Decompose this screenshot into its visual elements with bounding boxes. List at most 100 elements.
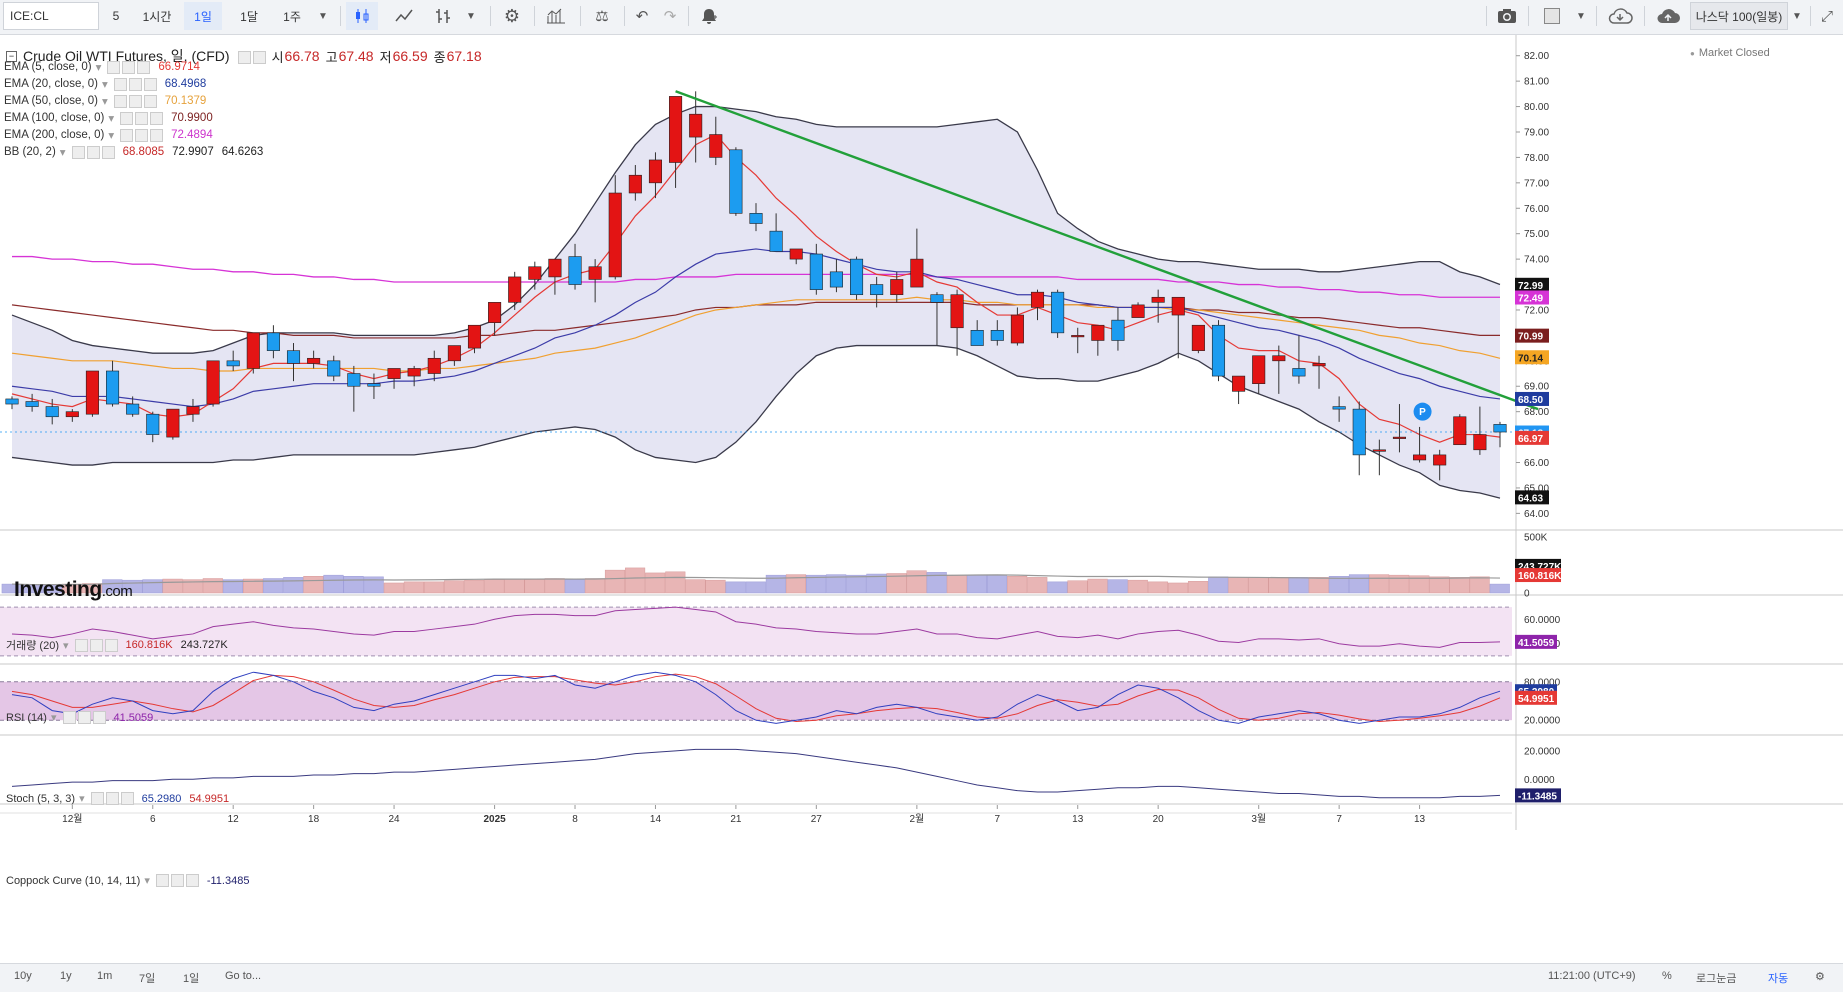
indicators-button[interactable]	[540, 2, 572, 30]
indicator-settings-icons[interactable]	[70, 145, 115, 159]
interval-input[interactable]: 5	[104, 2, 128, 30]
volume-bar	[242, 578, 264, 594]
pane-value: 41.5059	[113, 711, 154, 724]
pane-settings-icons[interactable]	[89, 792, 134, 805]
volume-bar	[946, 574, 967, 594]
line-style-button[interactable]	[388, 2, 420, 30]
goto-button[interactable]: Go to...	[225, 970, 262, 982]
open-label: 시	[271, 49, 284, 65]
candle-body	[327, 360, 341, 377]
price-tick-label: 66.00	[1524, 458, 1549, 469]
volume-bar	[464, 579, 485, 594]
range-1y-button[interactable]: 1y	[60, 970, 72, 982]
interval-dropdown-button[interactable]: ▼	[312, 2, 334, 30]
indicator-settings-icons[interactable]	[118, 111, 164, 125]
volume-bar	[926, 572, 947, 594]
collapse-icon[interactable]: −	[6, 50, 17, 62]
interval-1h-button[interactable]: 1시간	[134, 2, 180, 30]
toolbar-divider	[580, 6, 581, 26]
candle-body	[1332, 406, 1346, 410]
price-tick-label: 80.00	[1524, 102, 1549, 113]
indicator-legend-row[interactable]: EMA (100, close, 0) ▾ 70.9900	[4, 111, 213, 125]
range-1m-button[interactable]: 1m	[97, 970, 113, 982]
chevron-down-icon[interactable]: ▾	[62, 639, 69, 652]
pane-settings-icons[interactable]	[61, 711, 106, 724]
volume-bar	[82, 583, 103, 594]
chevron-down-icon[interactable]: ▾	[144, 875, 150, 887]
indicator-legend-row[interactable]: EMA (200, close, 0) ▾ 72.4894	[4, 128, 213, 142]
coppock-pane-legend[interactable]: Coppock Curve (10, 14, 11) ▾ -11.3485	[6, 874, 249, 887]
indicator-settings-icons[interactable]	[105, 60, 151, 74]
legend-settings-icons[interactable]	[236, 48, 266, 64]
chart-style-dropdown[interactable]: ▼	[460, 2, 482, 30]
candle-body	[1413, 454, 1427, 461]
chevron-down-icon[interactable]: ▾	[101, 96, 108, 108]
exchange-dropdown[interactable]: ▼	[1788, 2, 1806, 30]
log-scale-toggle[interactable]: 로그눈금	[1696, 973, 1737, 985]
redo-button[interactable]: ↷	[656, 2, 684, 30]
indicator-legend-row[interactable]: EMA (5, close, 0) ▾ 66.9714	[4, 60, 200, 74]
p-marker	[1413, 402, 1432, 421]
indicator-settings-icons[interactable]	[112, 77, 157, 91]
volume-bar	[1167, 582, 1189, 594]
stoch-badge	[1515, 690, 1557, 705]
volume-bar	[906, 570, 927, 594]
alert-button[interactable]	[692, 2, 726, 30]
bar-style-button[interactable]	[428, 2, 458, 30]
settings-button[interactable]: ⚙	[496, 2, 528, 30]
ema50-line	[11, 296, 1501, 372]
price-chart[interactable]: 82.00 81.00 80.00 79.00 78.00 77.00 76.00 75.00…	[0, 35, 1843, 965]
chevron-down-icon[interactable]: ▾	[95, 62, 102, 74]
toolbar-divider	[1528, 6, 1529, 26]
pane-settings-icons[interactable]	[73, 638, 118, 652]
indicator-legend-row[interactable]: EMA (50, close, 0) ▾ 70.1379	[4, 94, 206, 108]
template-dropdown[interactable]: ▼	[1572, 2, 1590, 30]
template-button[interactable]	[1532, 2, 1572, 30]
indicator-value: 68.4968	[164, 78, 207, 90]
chart-legend-title: − Crude Oil WTI Futures, 일, (CFD) 시 66.78…	[6, 46, 482, 66]
exchange-select[interactable]: 나스닥 100(일봉)	[1690, 2, 1788, 30]
range-10y-button[interactable]: 10y	[14, 970, 32, 982]
indicator-legend-row[interactable]: BB (20, 2) ▾ 68.8085 72.9907 64.6263	[4, 145, 263, 159]
load-layout-button[interactable]	[1600, 2, 1640, 30]
chevron-down-icon[interactable]: ▾	[108, 130, 115, 142]
range-7d-button[interactable]: 7일	[139, 973, 156, 985]
fullscreen-button[interactable]: ⤢	[1814, 2, 1840, 30]
interval-1m-button[interactable]: 1달	[230, 2, 268, 30]
redo-icon: ↷	[663, 8, 677, 25]
candle-body	[226, 360, 240, 367]
undo-icon: ↶	[635, 8, 649, 25]
indicator-legend-row[interactable]: EMA (20, close, 0) ▾ 68.4968	[4, 77, 206, 91]
interval-1w-button[interactable]: 1주	[272, 2, 312, 30]
auto-scale-toggle[interactable]: 자동	[1768, 973, 1789, 985]
screenshot-button[interactable]	[1490, 2, 1524, 30]
candles-style-button[interactable]	[346, 2, 378, 30]
chevron-down-icon[interactable]: ▾	[79, 793, 85, 805]
settings-icon[interactable]: ⚙	[1815, 971, 1825, 983]
close-label: 종	[433, 49, 446, 65]
chevron-down-icon[interactable]: ▾	[101, 79, 108, 91]
volume-pane-legend[interactable]: 거래량 (20) ▾ 160.816K 243.727K	[6, 637, 228, 653]
candle-body	[126, 403, 140, 415]
rsi-badge	[1515, 634, 1557, 649]
compare-button[interactable]: ⚖	[586, 2, 618, 30]
chevron-down-icon[interactable]: ▾	[50, 712, 57, 724]
interval-1d-button[interactable]: 1일	[184, 2, 222, 30]
price-badge	[1515, 350, 1549, 365]
undo-button[interactable]: ↶	[628, 2, 656, 30]
ema200-line	[12, 255, 1500, 298]
symbol-search-input[interactable]: ICE:CL	[3, 2, 99, 30]
pane-settings-icons[interactable]	[154, 874, 199, 887]
indicator-name: EMA (50, close, 0)	[4, 95, 98, 107]
chevron-down-icon[interactable]: ▾	[108, 113, 115, 125]
indicator-settings-icons[interactable]	[118, 128, 164, 142]
range-1d-button[interactable]: 1일	[183, 973, 200, 985]
save-layout-button[interactable]	[1648, 2, 1688, 30]
stoch-pane-legend[interactable]: Stoch (5, 3, 3) ▾ 65.2980 54.9951	[6, 792, 229, 805]
indicator-settings-icons[interactable]	[112, 94, 157, 108]
rsi-pane-legend[interactable]: RSI (14) ▾ 41.5059	[6, 711, 153, 724]
candle-body	[106, 370, 120, 405]
candle-body	[709, 134, 723, 158]
chevron-down-icon[interactable]: ▾	[59, 147, 66, 159]
percent-toggle[interactable]: %	[1662, 970, 1672, 982]
